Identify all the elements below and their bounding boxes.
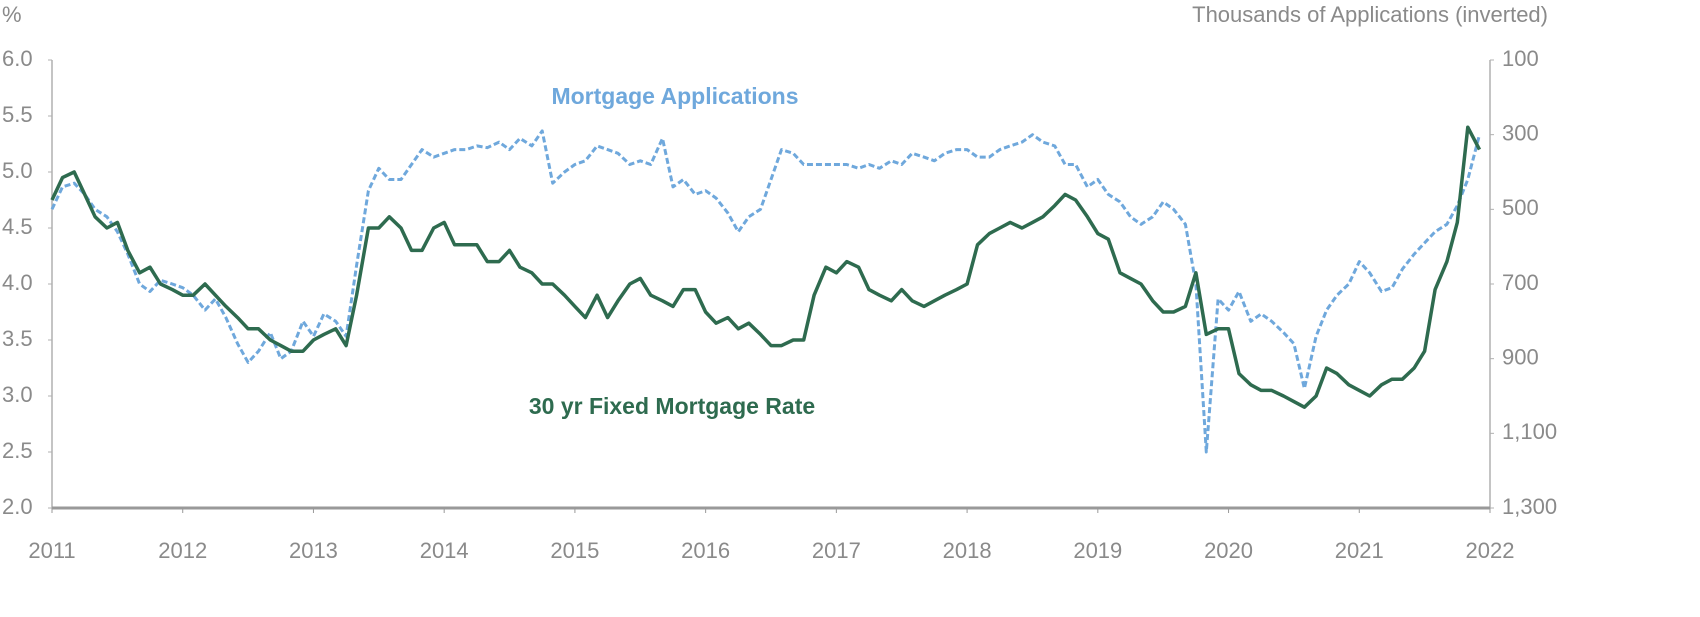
y2-axis-title: Thousands of Applications (inverted) [1192,2,1548,27]
series-label: 30 yr Fixed Mortgage Rate [529,393,815,419]
x-tick-label: 2016 [681,538,730,563]
y2-tick-label: 1,100 [1502,419,1557,444]
y2-tick-label: 300 [1502,120,1539,145]
y-tick-label: 2.0 [2,494,33,519]
y2-tick-label: 700 [1502,270,1539,295]
x-tick-label: 2021 [1335,538,1384,563]
y-tick-label: 3.0 [2,382,33,407]
x-tick-label: 2013 [289,538,338,563]
x-tick-label: 2020 [1204,538,1253,563]
x-tick-label: 2014 [420,538,469,563]
x-tick-label: 2015 [550,538,599,563]
series-line [50,129,1481,454]
series-line [50,125,1482,409]
series-label: Mortgage Applications [551,83,798,109]
x-tick-label: 2012 [158,538,207,563]
y-tick-label: 6.0 [2,46,33,71]
x-tick-label: 2017 [812,538,861,563]
x-tick-label: 2022 [1466,538,1515,563]
x-tick-label: 2018 [943,538,992,563]
y2-tick-label: 1,300 [1502,494,1557,519]
y-tick-label: 5.5 [2,102,33,127]
y-tick-label: 4.5 [2,214,33,239]
y2-tick-label: 500 [1502,195,1539,220]
y-unit: % [2,2,22,27]
x-tick-label: 2011 [28,538,75,563]
y-tick-label: 2.5 [2,438,33,463]
x-tick-label: 2019 [1073,538,1122,563]
y-tick-label: 4.0 [2,270,33,295]
y-tick-label: 5.0 [2,158,33,183]
y2-tick-label: 100 [1502,46,1539,71]
y-tick-label: 3.5 [2,326,33,351]
y2-tick-label: 900 [1502,344,1539,369]
